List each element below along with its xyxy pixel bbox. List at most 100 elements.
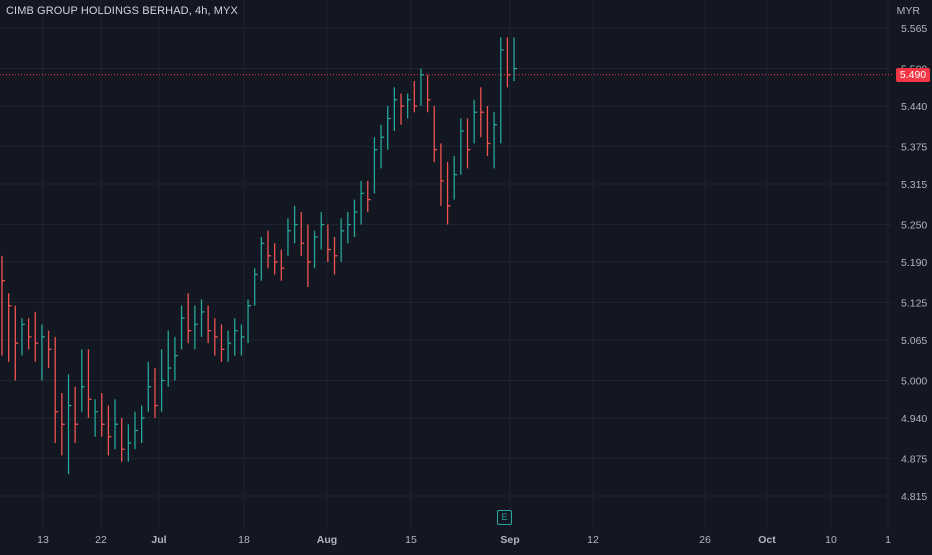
y-tick-label: 5.125	[901, 298, 927, 310]
ohlc-bar	[287, 218, 291, 256]
ohlc-bar	[280, 249, 285, 281]
ohlc-bar	[380, 124, 385, 169]
x-tick-label: 10	[825, 534, 837, 546]
ohlc-bar	[14, 305, 19, 381]
x-tick-label: 13	[37, 534, 49, 546]
ohlc-bar	[234, 318, 238, 356]
ohlc-bar	[140, 405, 145, 443]
earnings-icon[interactable]: E	[497, 510, 512, 525]
x-tick-label: 22	[95, 534, 107, 546]
x-tick-label: 18	[238, 534, 250, 546]
ohlc-bar	[194, 305, 198, 350]
ohlc-bar	[307, 224, 311, 287]
ohlc-bar	[493, 112, 498, 169]
ohlc-bar	[207, 305, 212, 344]
x-tick-label: Jul	[151, 534, 166, 546]
y-tick-label: 5.000	[901, 376, 927, 388]
ohlc-bar	[34, 311, 39, 362]
y-tick-label: 4.815	[901, 491, 927, 503]
y-tick-label: 5.065	[901, 335, 927, 347]
ohlc-bar	[440, 143, 444, 206]
ohlc-bar	[446, 162, 451, 225]
grid-layer	[0, 0, 892, 530]
ohlc-bar	[160, 349, 165, 412]
ohlc-bar	[473, 99, 478, 144]
y-tick-label: 5.250	[901, 220, 927, 232]
ohlc-bar	[254, 268, 258, 306]
ohlc-bar	[513, 37, 518, 82]
ohlc-bar	[406, 93, 411, 119]
x-tick-label: 15	[405, 534, 417, 546]
ohlc-bar	[67, 374, 72, 475]
ohlc-bar	[200, 299, 205, 337]
ohlc-bar	[506, 37, 511, 88]
ohlc-bar	[154, 368, 158, 418]
ohlc-bar	[54, 336, 59, 443]
y-tick-label: 5.375	[901, 142, 927, 154]
x-tick-label: 26	[699, 534, 711, 546]
ohlc-bar	[320, 212, 325, 250]
ohlc-bar	[187, 293, 192, 344]
y-tick-label: 4.875	[901, 454, 927, 466]
ohlc-bar	[220, 324, 225, 362]
ohlc-bar	[360, 180, 365, 225]
ohlc-bar	[174, 336, 178, 381]
ohlc-bar	[247, 299, 252, 344]
x-tick-label: 1	[885, 534, 891, 546]
ohlc-bar	[400, 93, 404, 125]
ohlc-bar	[313, 230, 318, 269]
ohlc-bar	[267, 230, 271, 269]
ohlc-bar	[367, 180, 371, 213]
ohlc-bar	[353, 199, 358, 238]
ohlc-bar	[327, 224, 331, 262]
y-tick-label: 5.565	[901, 23, 927, 35]
ohlc-bar	[393, 87, 398, 131]
ohlc-bar	[214, 318, 218, 356]
ohlc-bar	[480, 87, 484, 138]
ohlc-bar	[7, 293, 12, 362]
ohlc-bar	[333, 237, 338, 275]
ohlc-bar	[426, 74, 431, 113]
ohlc-bar	[273, 243, 278, 275]
ohlc-bars	[1, 37, 518, 475]
x-tick-label: Oct	[758, 534, 776, 546]
ohlc-bar	[293, 205, 298, 244]
y-tick-label: 5.315	[901, 179, 927, 191]
ohlc-bar	[300, 212, 305, 256]
ohlc-bar	[240, 324, 245, 356]
ohlc-bar	[227, 330, 232, 362]
x-tick-label: 12	[587, 534, 599, 546]
ohlc-bar	[340, 218, 345, 262]
ohlc-bar	[114, 399, 119, 450]
y-tick-label: 4.940	[901, 413, 927, 425]
chart-title: CIMB GROUP HOLDINGS BERHAD, 4h, MYX	[6, 5, 238, 17]
ohlc-bar	[74, 386, 79, 443]
ohlc-bar	[107, 405, 112, 456]
ohlc-bar	[413, 81, 418, 113]
ohlc-bar	[41, 324, 45, 381]
currency-label: MYR	[896, 5, 920, 17]
ohlc-bar	[121, 418, 125, 462]
ohlc-bar	[260, 237, 265, 281]
ohlc-bar	[87, 349, 92, 418]
ohlc-bar	[500, 37, 504, 144]
y-tick-label: 5.190	[901, 257, 927, 269]
x-tick-label: Sep	[500, 534, 519, 546]
ohlc-bar	[27, 318, 32, 350]
last-price-tag: 5.490	[896, 67, 930, 82]
x-tick-label: Aug	[317, 534, 337, 546]
ohlc-bar	[21, 318, 25, 356]
ohlc-bar	[134, 411, 138, 450]
ohlc-bar	[453, 155, 458, 200]
ohlc-bar	[127, 424, 132, 462]
ohlc-bar	[101, 393, 105, 437]
ohlc-bar	[81, 349, 85, 412]
axis-layer: 5.5655.5005.4405.3755.3155.2505.1905.125…	[37, 23, 927, 546]
ohlc-bar	[433, 106, 438, 163]
ohlc-bar	[466, 118, 471, 169]
ohlc-bar	[167, 330, 172, 387]
ohlc-bar	[94, 399, 99, 437]
ohlc-bar	[486, 106, 491, 156]
